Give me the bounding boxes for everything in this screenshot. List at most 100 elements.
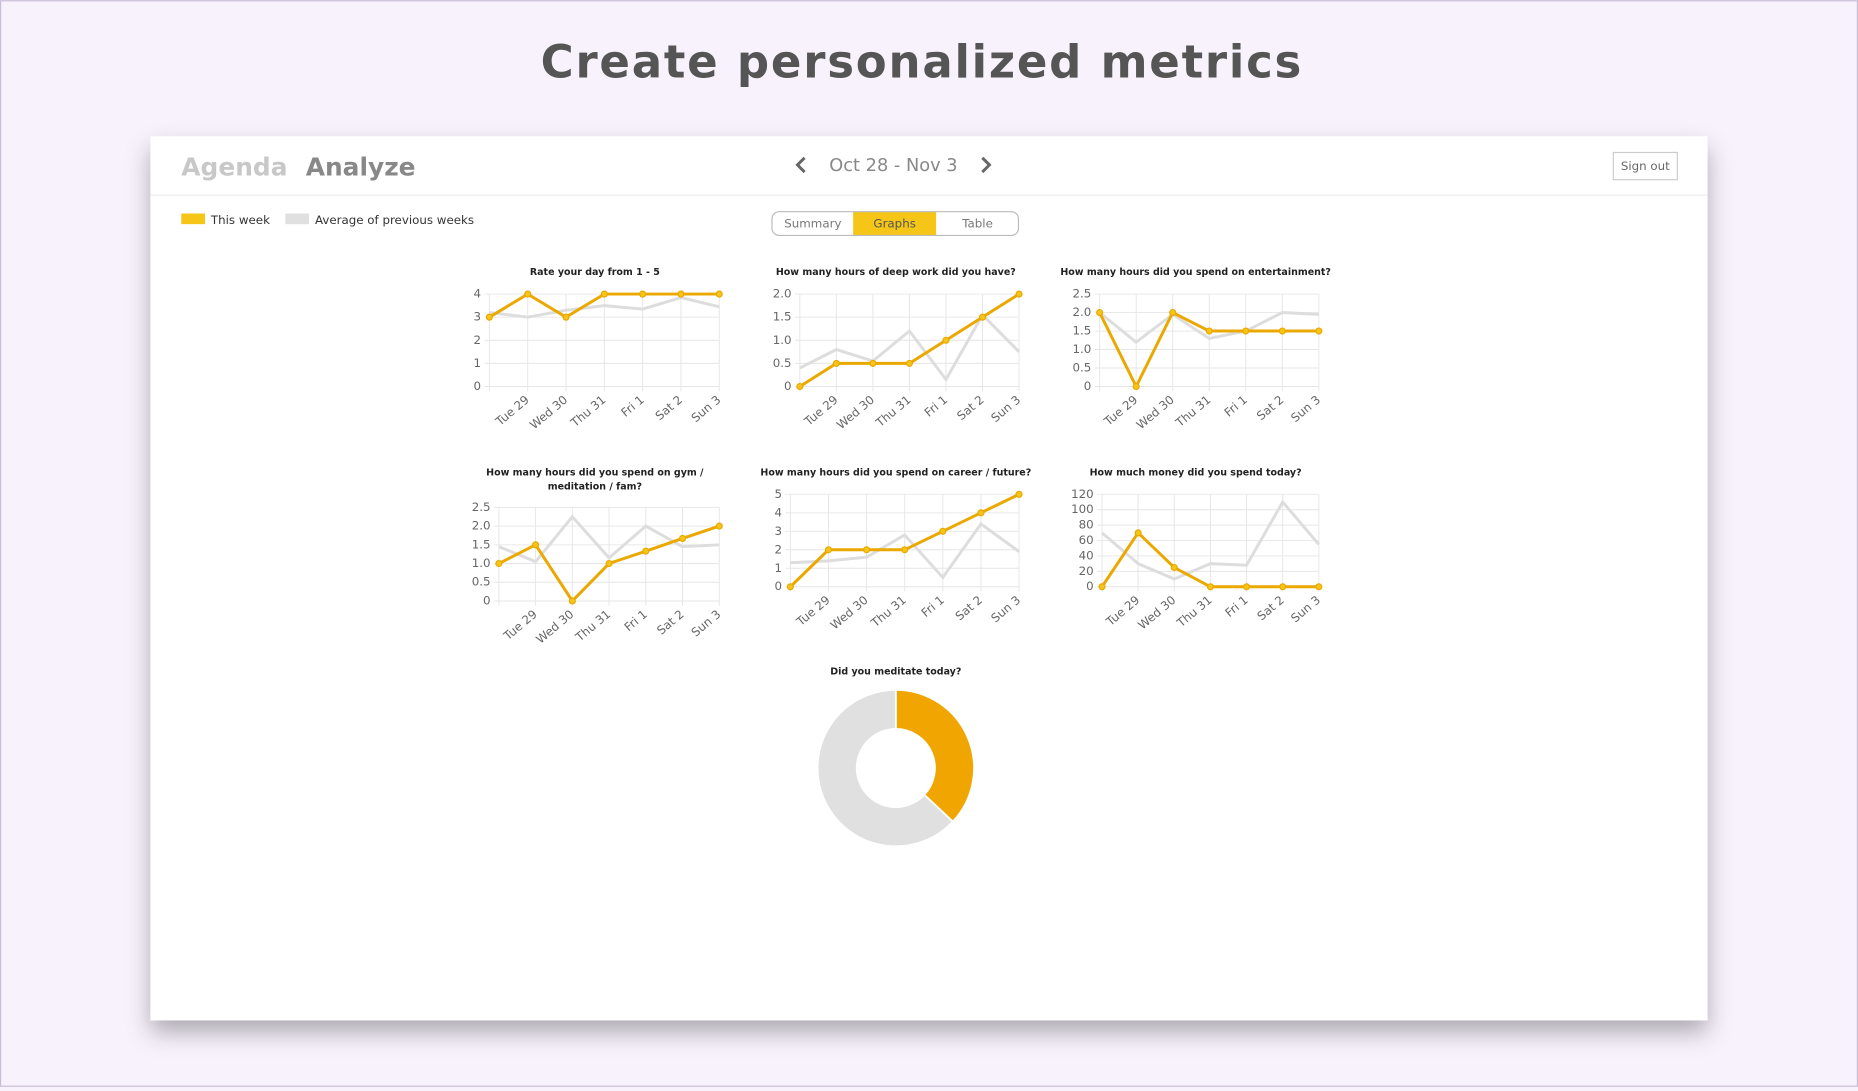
point xyxy=(1098,583,1106,591)
chart-title-box: How many hours did you spend on entertai… xyxy=(1060,266,1331,278)
point xyxy=(977,509,985,517)
point xyxy=(796,382,804,391)
point xyxy=(1205,327,1213,335)
point xyxy=(1315,583,1323,591)
point xyxy=(1132,382,1140,391)
point xyxy=(715,522,723,530)
point xyxy=(1279,583,1287,591)
y-tick-label: 1.0 xyxy=(773,333,792,347)
y-tick-label: 3 xyxy=(775,524,783,538)
point xyxy=(715,290,723,298)
point xyxy=(1096,308,1104,317)
line-series xyxy=(1101,499,1320,581)
card xyxy=(150,136,1708,1021)
y-tick-label: 3 xyxy=(474,310,482,324)
point xyxy=(1315,327,1323,335)
sign-out-button[interactable] xyxy=(1612,151,1678,181)
point xyxy=(978,313,987,321)
y-tick-label: 1 xyxy=(775,561,783,575)
chart-title-box: Did you meditate today? xyxy=(830,666,961,677)
chart-title: How much money did you spend today? xyxy=(1089,467,1302,478)
point xyxy=(832,359,840,367)
y-tick-label: 4 xyxy=(474,287,482,301)
view-tab[interactable]: Summary xyxy=(784,217,841,231)
point xyxy=(786,583,794,591)
next-arrow[interactable] xyxy=(981,156,992,174)
point xyxy=(1242,327,1250,335)
y-tick-label: 1.5 xyxy=(773,310,792,324)
chart-title-box: How much money did you spend today? xyxy=(1089,467,1302,478)
y-tick-label: 2 xyxy=(474,333,482,347)
chart-title-box: How many hours did you spend on career /… xyxy=(760,467,1032,478)
y-tick-label: 20 xyxy=(1079,564,1094,578)
chart-title: How many hours of deep work did you have… xyxy=(775,266,1016,278)
y-tick-label: 0 xyxy=(1086,579,1094,593)
point xyxy=(677,290,685,298)
point xyxy=(532,541,540,549)
view-tabs xyxy=(771,211,1020,237)
line-series xyxy=(498,514,720,564)
point xyxy=(1015,290,1023,298)
view-tab[interactable]: Table xyxy=(961,217,993,231)
nav-tab[interactable]: Analyze xyxy=(306,152,416,181)
date-range: Oct 28 - Nov 3 xyxy=(829,156,957,176)
y-tick-label: 0 xyxy=(784,379,792,393)
chart-title: How many hours did you spend on career /… xyxy=(760,467,1032,478)
point xyxy=(642,547,650,555)
line-series xyxy=(790,521,1020,580)
chart-title: Rate your day from 1 - 5 xyxy=(529,266,660,278)
point xyxy=(1206,583,1214,591)
page-title: Create personalized metrics xyxy=(541,35,1304,88)
point xyxy=(824,546,833,554)
pie-slice xyxy=(894,688,975,823)
y-tick-label: 4 xyxy=(775,505,783,519)
prev-arrow[interactable] xyxy=(795,156,806,174)
y-tick-label: 1 xyxy=(474,356,482,370)
point xyxy=(562,313,570,321)
chart-title-box: Rate your day from 1 - 5 xyxy=(529,266,660,278)
point xyxy=(1015,490,1023,498)
y-tick-label: 2.5 xyxy=(472,500,491,514)
point xyxy=(678,534,687,542)
y-tick-label: 1.5 xyxy=(472,537,491,551)
y-tick-label: 2 xyxy=(775,542,783,556)
chart-title-box: How many hours did you spend on gym / me… xyxy=(486,467,703,492)
y-tick-label: 0.5 xyxy=(472,575,491,589)
y-tick-label: 2.0 xyxy=(1073,305,1092,319)
point xyxy=(869,359,877,367)
y-tick-label: 2.0 xyxy=(472,519,491,533)
point xyxy=(1169,308,1177,317)
y-tick-label: 80 xyxy=(1079,518,1094,532)
y-tick-label: 2.5 xyxy=(1073,287,1092,301)
point xyxy=(600,290,608,298)
y-tick-label: 1.5 xyxy=(1073,324,1092,338)
y-tick-label: 0.5 xyxy=(1073,361,1092,375)
y-tick-label: 40 xyxy=(1079,548,1094,562)
point xyxy=(905,359,914,367)
chart-title-box: How many hours of deep work did you have… xyxy=(775,266,1016,278)
legend-label: Average of previous weeks xyxy=(315,213,474,227)
view-tab[interactable]: Graphs xyxy=(873,217,915,231)
y-tick-label: 0 xyxy=(474,379,482,393)
legend-swatch xyxy=(285,213,310,225)
point xyxy=(639,290,647,298)
nav-tab[interactable]: Agenda xyxy=(181,152,287,181)
point xyxy=(485,313,493,321)
point xyxy=(1243,583,1251,591)
y-tick-label: 0 xyxy=(483,593,491,607)
sign-out-label[interactable]: Sign out xyxy=(1621,159,1670,173)
pie-slice xyxy=(816,688,955,848)
point xyxy=(863,546,871,554)
point xyxy=(568,597,576,605)
active-tab xyxy=(853,211,937,236)
point xyxy=(1134,529,1142,537)
chart-title: How many hours did you spend on entertai… xyxy=(1060,266,1331,278)
y-tick-label: 5 xyxy=(775,487,783,501)
point xyxy=(605,559,613,568)
y-tick-label: 120 xyxy=(1071,487,1094,501)
point xyxy=(1170,563,1178,572)
point xyxy=(942,336,950,344)
legend-swatch xyxy=(181,213,205,225)
